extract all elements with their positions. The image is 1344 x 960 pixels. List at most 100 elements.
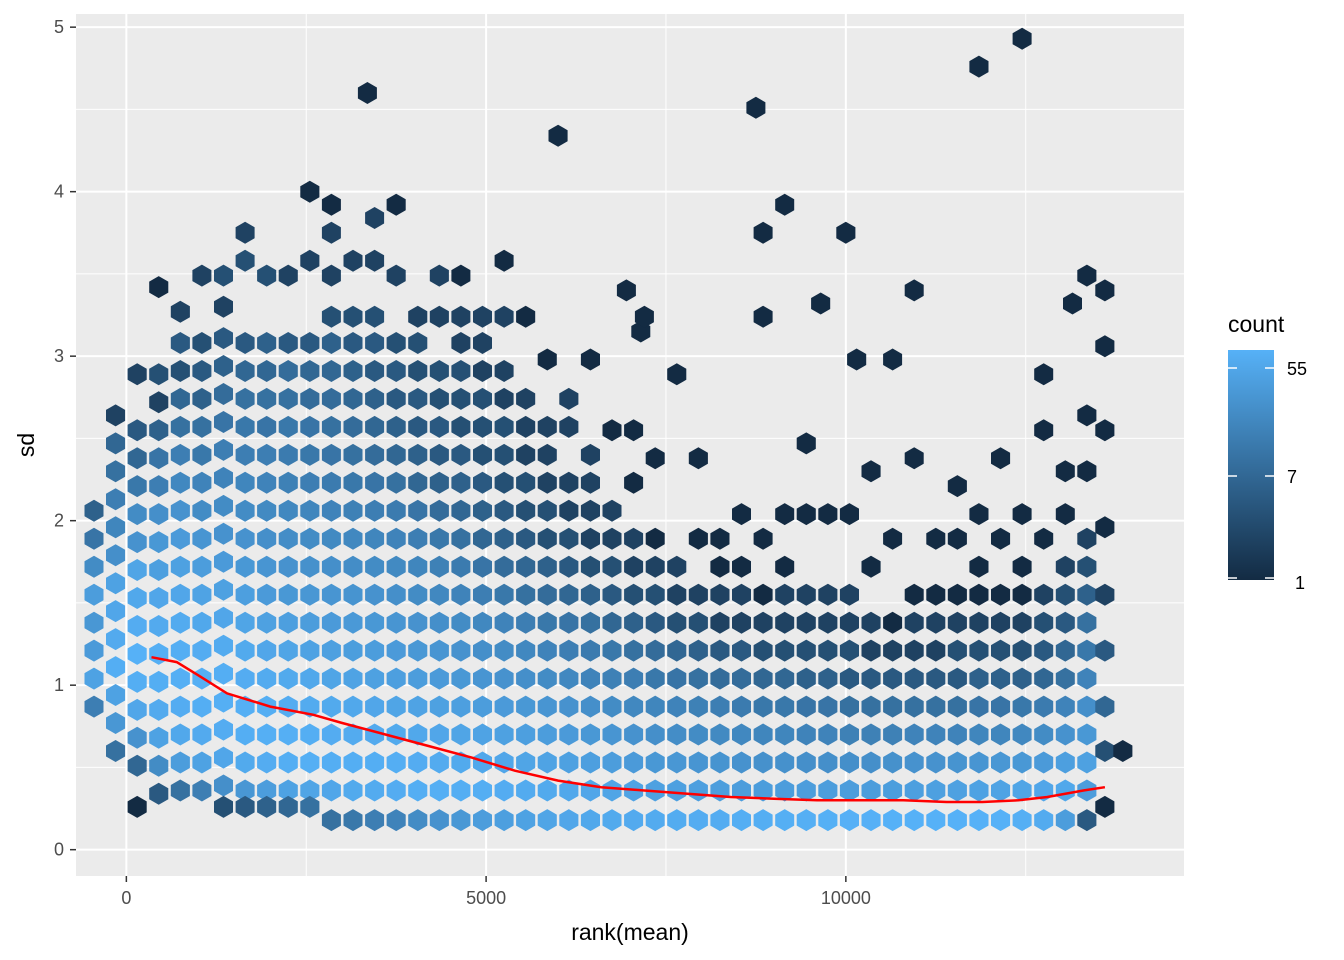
- hex-bin: [969, 611, 989, 634]
- hex-bin: [278, 751, 298, 774]
- hex-bin: [473, 639, 492, 662]
- hex-bin: [365, 305, 385, 328]
- hex-bin: [300, 180, 320, 203]
- hex-bin: [991, 527, 1011, 550]
- hex-bin: [127, 475, 147, 498]
- hex-bin: [84, 639, 104, 662]
- hex-bin: [149, 615, 169, 637]
- hex-bin: [451, 611, 471, 634]
- hex-bin: [300, 583, 320, 606]
- hex-bin: [537, 779, 557, 802]
- hex-bin: [969, 55, 989, 78]
- hex-bin: [192, 387, 212, 410]
- hex-bin: [645, 723, 665, 746]
- hex-bin: [451, 667, 471, 690]
- hex-bin: [1055, 751, 1075, 774]
- hex-bin: [710, 751, 730, 774]
- hex-bin: [861, 695, 881, 718]
- hex-bin: [214, 774, 233, 797]
- hex-bin: [149, 391, 169, 414]
- hex-bin: [753, 639, 773, 662]
- hex-bin: [343, 583, 363, 606]
- hex-bin: [926, 527, 946, 550]
- hex-bin: [537, 723, 557, 746]
- hex-bin: [624, 555, 644, 578]
- hex-bin: [559, 499, 579, 522]
- hex-bin: [775, 611, 795, 634]
- hex-bin: [537, 809, 557, 832]
- hex-bin: [106, 712, 126, 734]
- hex-bin: [451, 387, 471, 410]
- hex-bin: [278, 264, 298, 287]
- hex-bin: [429, 443, 449, 466]
- y-axis-title: sd: [13, 433, 39, 457]
- hex-bin: [473, 723, 492, 746]
- hex-bin: [883, 527, 903, 550]
- hex-bin: [300, 639, 320, 662]
- hex-bin: [106, 656, 126, 679]
- hex-bin: [408, 305, 428, 328]
- hex-bin: [473, 751, 492, 774]
- hex-bin: [343, 332, 363, 354]
- hex-bin: [278, 723, 298, 746]
- hex-bin: [861, 779, 881, 802]
- hex-bin: [170, 667, 190, 690]
- hex-bin: [429, 471, 449, 494]
- hex-bin: [839, 779, 859, 802]
- hex-bin: [1077, 583, 1097, 606]
- hex-bin: [753, 695, 773, 718]
- hex-bin: [991, 583, 1011, 606]
- hex-bin: [408, 611, 428, 634]
- hex-bin: [667, 639, 687, 662]
- hex-bin: [321, 611, 341, 634]
- hex-bin: [710, 639, 730, 662]
- hex-bin: [494, 305, 514, 328]
- hex-bin: [127, 531, 147, 554]
- hex-bin: [84, 667, 104, 690]
- hex-bin: [537, 415, 557, 438]
- hex-bin: [1055, 779, 1075, 802]
- hex-bin: [386, 415, 406, 438]
- hex-bin: [537, 499, 557, 522]
- hex-bin: [516, 779, 536, 802]
- hex-bin: [278, 667, 298, 690]
- hex-bin: [386, 555, 406, 578]
- hex-bin: [321, 264, 341, 287]
- hex-bin: [343, 751, 363, 774]
- hex-bin: [861, 639, 881, 662]
- hex-bin: [343, 723, 363, 746]
- hex-bin: [667, 667, 687, 690]
- hex-bin: [300, 723, 320, 746]
- hex-bin: [278, 639, 298, 662]
- hex-bin: [645, 809, 665, 832]
- y-tick-label: 2: [54, 511, 64, 531]
- hex-bin: [494, 249, 514, 272]
- hex-bin: [235, 221, 255, 244]
- hex-bin: [170, 471, 190, 494]
- hex-bin: [149, 670, 169, 693]
- hex-bin: [883, 723, 903, 746]
- hex-bin: [947, 639, 967, 662]
- hex-bin: [602, 419, 622, 442]
- hex-bin: [559, 667, 579, 690]
- hex-bin: [969, 555, 989, 578]
- hex-bin: [667, 555, 687, 578]
- hex-bin: [904, 751, 924, 774]
- hex-bin: [818, 583, 838, 606]
- legend-label-55: 55: [1287, 359, 1307, 379]
- hex-bin: [235, 723, 255, 746]
- hex-bin: [170, 332, 190, 354]
- hex-bin: [343, 305, 363, 328]
- hex-bin: [1034, 809, 1054, 832]
- hex-bin: [732, 503, 751, 526]
- hex-bin: [170, 723, 190, 746]
- hex-bin: [343, 639, 363, 662]
- hex-bin: [883, 809, 903, 832]
- hex-bin: [559, 611, 579, 634]
- hex-bin: [904, 611, 924, 634]
- hex-bin: [321, 751, 341, 774]
- hex-bin: [429, 499, 449, 522]
- hex-bin: [106, 740, 126, 762]
- hex-bin: [1012, 779, 1032, 802]
- hex-bin: [688, 695, 708, 718]
